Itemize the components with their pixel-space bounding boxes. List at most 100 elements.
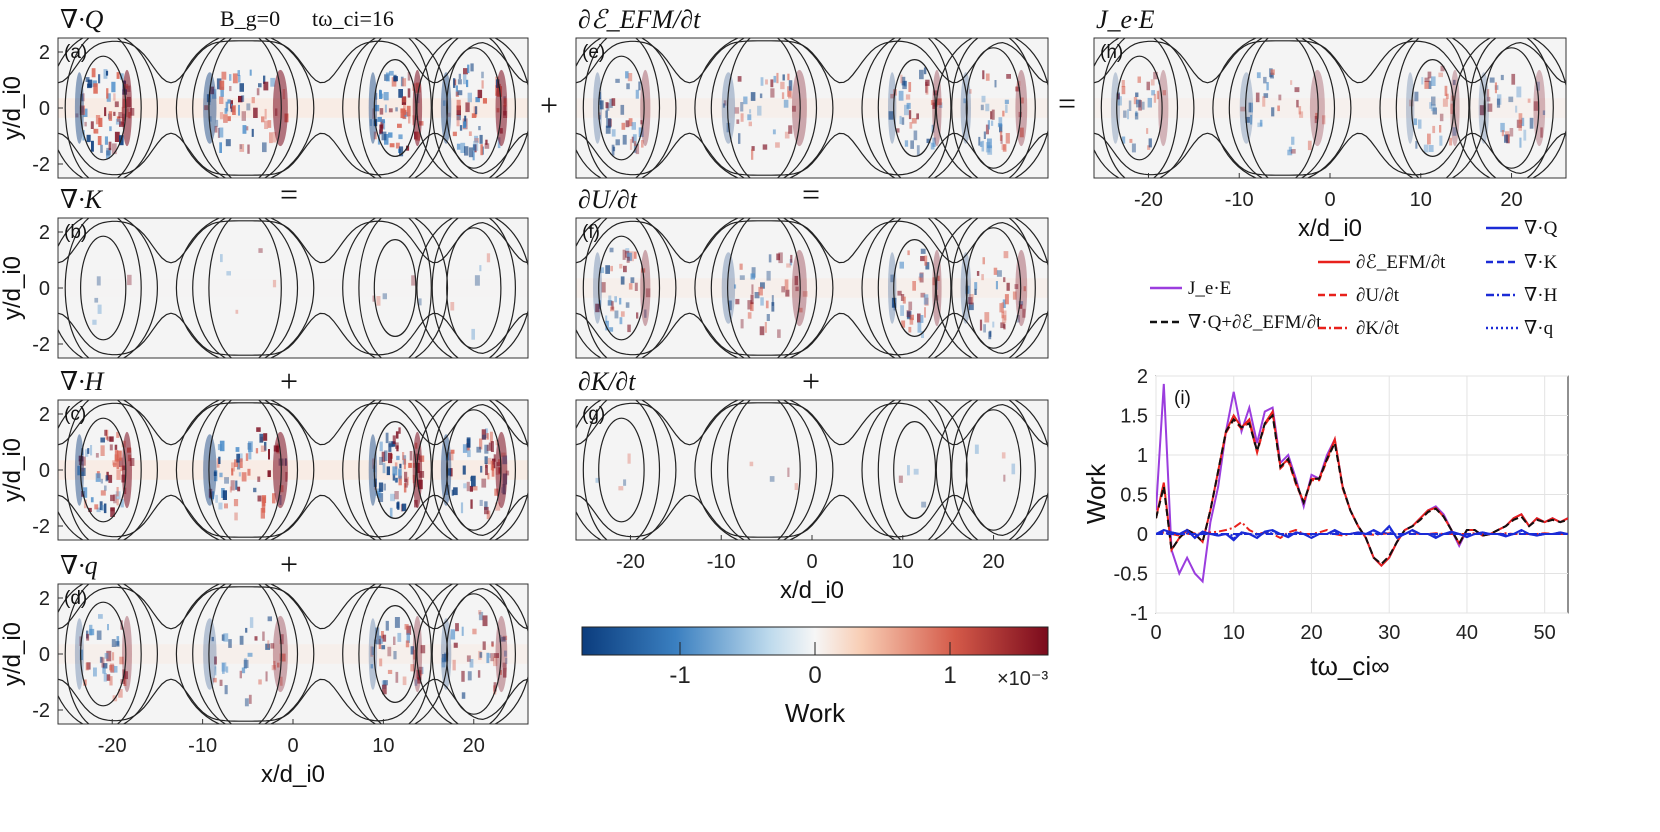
field-speckle: [90, 121, 94, 129]
field-speckle: [447, 112, 451, 117]
flux-contour: [58, 584, 158, 724]
field-speckle: [214, 125, 218, 133]
colorbar: -1 0 1 ×10⁻³ Work: [581, 626, 1049, 728]
field-edge-positive: [791, 249, 807, 327]
field-speckle: [1141, 101, 1145, 110]
field-speckle: [244, 698, 249, 707]
field-speckle: [86, 633, 90, 641]
field-speckle: [607, 300, 613, 306]
field-speckle: [400, 108, 406, 119]
field-speckle: [100, 144, 103, 153]
field-speckle: [261, 502, 266, 513]
field-speckle: [772, 129, 776, 135]
field-speckle: [237, 453, 243, 462]
field-speckle: [933, 90, 939, 96]
field-speckle: [794, 275, 798, 286]
field-speckle: [269, 132, 273, 144]
flux-contour: [935, 38, 1048, 178]
field-speckle: [1003, 251, 1009, 259]
panel-e: (e) ∂ℰ_EFM/∂t: [575, 5, 1049, 179]
field-speckle: [728, 300, 732, 311]
field-speckle: [466, 481, 470, 492]
field-speckle: [1307, 140, 1312, 151]
field-speckle: [1430, 104, 1436, 112]
field-speckle: [248, 441, 253, 452]
field-speckle: [1121, 86, 1126, 95]
field-speckle: [222, 662, 225, 674]
field-speckle: [213, 471, 217, 476]
field-speckle: [113, 111, 116, 116]
field-edge-positive: [640, 69, 651, 147]
field-speckle: [623, 265, 627, 273]
x-tick-label: -10: [188, 735, 217, 757]
field-speckle: [100, 490, 106, 496]
field-speckle: [969, 294, 974, 305]
flux-contour: [192, 38, 299, 178]
field-speckle: [383, 92, 389, 101]
field-speckle: [490, 653, 495, 662]
field-speckle: [465, 102, 470, 113]
field-speckle: [109, 126, 112, 132]
field-speckle: [123, 678, 127, 686]
field-speckle: [109, 663, 114, 672]
field-speckle: [1153, 93, 1157, 103]
flux-contour: [342, 38, 449, 178]
field-speckle: [235, 447, 240, 452]
colorbar-tick: 1: [943, 662, 956, 689]
field-speckle: [785, 289, 790, 297]
field-speckle: [119, 117, 124, 125]
guide-field-label: B_g=0: [220, 6, 280, 31]
field-speckle: [1121, 136, 1126, 144]
field-speckle: [214, 656, 217, 665]
field-speckle: [1288, 146, 1292, 152]
field-speckle: [913, 130, 918, 141]
x-tick-label: 20: [982, 551, 1004, 573]
field-speckle: [389, 70, 394, 76]
field-speckle: [788, 125, 793, 134]
y-axis-label: y/d_i0: [0, 438, 26, 502]
field-speckle: [926, 138, 931, 144]
x-tick-label: 40: [1456, 622, 1478, 644]
field-speckle: [788, 91, 793, 99]
field-speckle: [379, 658, 383, 667]
field-speckle: [905, 94, 911, 100]
field-speckle: [1428, 80, 1432, 89]
legend-entry: ∇·q: [1524, 318, 1554, 339]
field-speckle: [739, 275, 745, 280]
field-speckle: [897, 290, 902, 296]
field-speckle: [605, 110, 608, 118]
field-speckle: [403, 104, 406, 115]
field-speckle: [1500, 122, 1505, 133]
field-speckle: [1001, 315, 1007, 324]
field-speckle: [237, 486, 241, 492]
field-speckle: [1270, 69, 1275, 75]
field-speckle: [470, 499, 473, 509]
field-speckle: [1023, 286, 1026, 292]
field-speckle: [264, 441, 267, 451]
y-tick-label: -2: [32, 700, 50, 722]
field-speckle: [909, 317, 914, 325]
field-speckle: [784, 131, 790, 139]
field-speckle: [923, 67, 927, 75]
field-speckle: [408, 115, 411, 124]
field-speckle: [395, 442, 399, 449]
field-speckle: [481, 429, 486, 440]
x-axis-label: x/d_i0: [780, 577, 844, 604]
flux-contour: [416, 218, 528, 358]
field-speckle: [906, 311, 911, 320]
field-speckle: [611, 144, 615, 156]
field-speckle: [91, 140, 94, 152]
panel-c: (c) ∇·H 2 0 -2 y/d_i0: [0, 367, 529, 541]
field-speckle: [635, 144, 640, 155]
field-speckle: [627, 73, 633, 82]
field-speckle: [623, 479, 627, 486]
field-speckle: [1006, 74, 1011, 79]
field-speckle: [1487, 103, 1493, 112]
field-speckle: [1479, 105, 1485, 116]
field-speckle: [740, 102, 744, 112]
field-speckle: [751, 146, 755, 151]
field-speckle: [1001, 311, 1004, 319]
field-speckle: [231, 462, 235, 472]
field-speckle: [239, 670, 242, 679]
field-speckle: [615, 139, 620, 146]
